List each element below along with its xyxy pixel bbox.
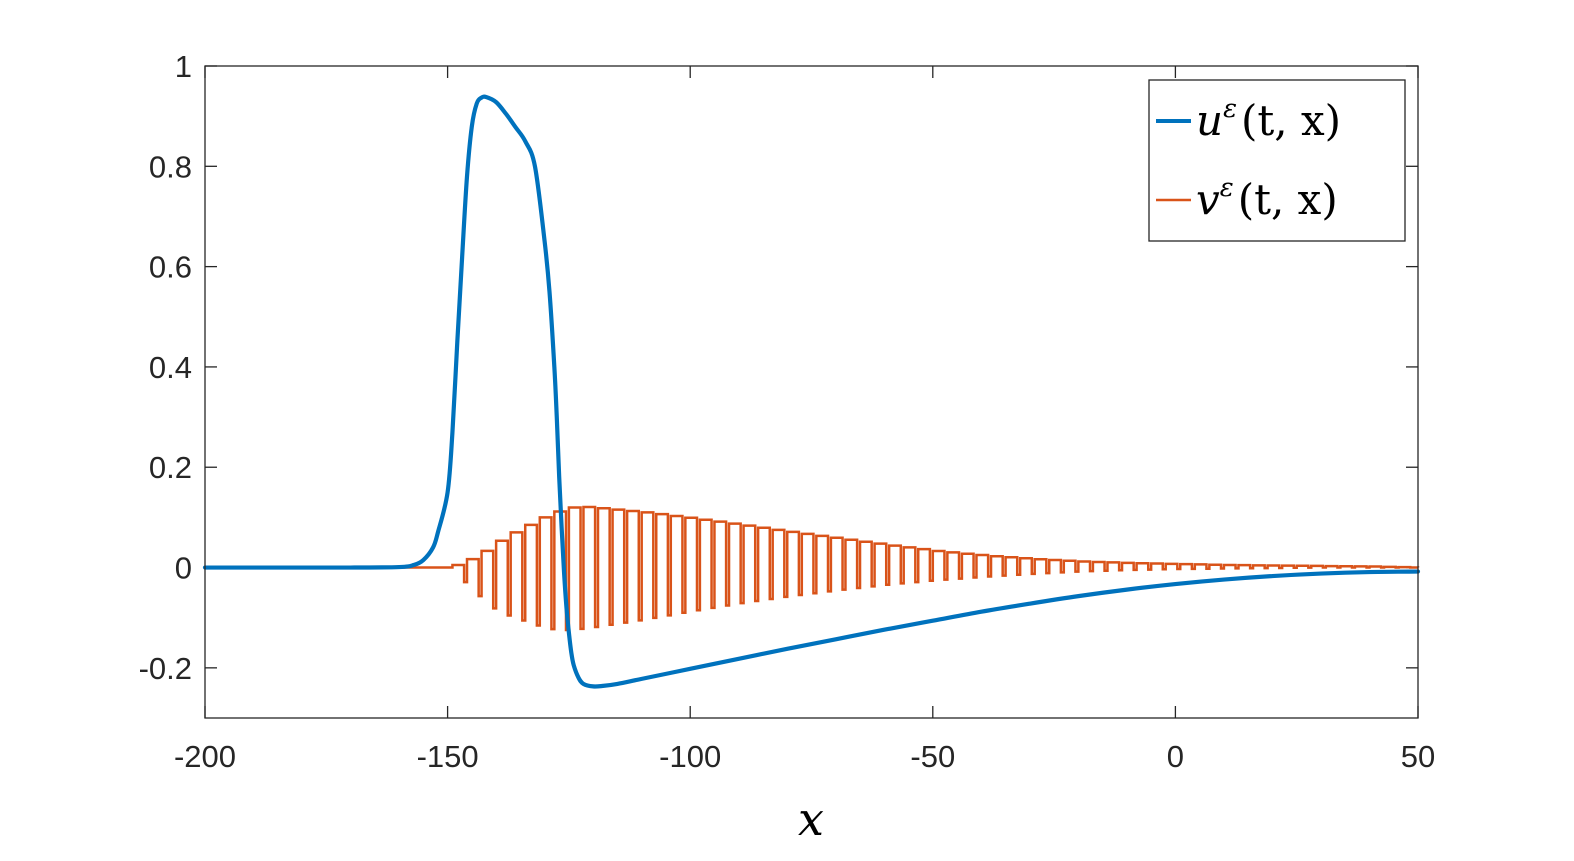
legend-v-args: (t, x): [1238, 175, 1338, 224]
legend-v-sup: ε: [1220, 173, 1234, 203]
x-tick-label: -100: [659, 739, 721, 774]
legend-label-u: uε(t, x): [1196, 94, 1341, 145]
legend-v-base: v: [1196, 175, 1220, 224]
legend-label-v: vε(t, x): [1196, 173, 1338, 224]
y-tick-label: 0.8: [149, 149, 192, 184]
series-line-v: [205, 505, 1420, 632]
legend-box: [1148, 79, 1406, 242]
legend-u-sup: ε: [1223, 94, 1237, 124]
x-tick-label: -200: [174, 739, 236, 774]
labels-layer: -200 -150 -100 -50 0 50 -0.2 0 0.2 0.4 0.6 0.8 1: [139, 49, 1436, 774]
y-tick-label: 0.6: [149, 250, 192, 285]
y-tick-label: 0.2: [149, 450, 192, 485]
x-tick-label: 50: [1401, 739, 1435, 774]
x-axis-label: x: [798, 792, 824, 846]
series-layer: [202, 94, 1421, 689]
y-tick-label: 1: [175, 49, 192, 84]
y-tick-label: 0.4: [149, 350, 192, 385]
y-tick-label: 0: [175, 551, 192, 586]
axes-box: [204, 65, 1419, 719]
legend-u-args: (t, x): [1241, 96, 1341, 145]
x-tick-label: 0: [1167, 739, 1184, 774]
legend-u-base: u: [1196, 96, 1223, 145]
x-tick-label: -150: [417, 739, 479, 774]
x-tick-label: -50: [910, 739, 955, 774]
series-line-u: [202, 94, 1421, 689]
legend: uε(t, x) vε(t, x): [1148, 79, 1406, 242]
y-tick-label: -0.2: [139, 651, 192, 686]
